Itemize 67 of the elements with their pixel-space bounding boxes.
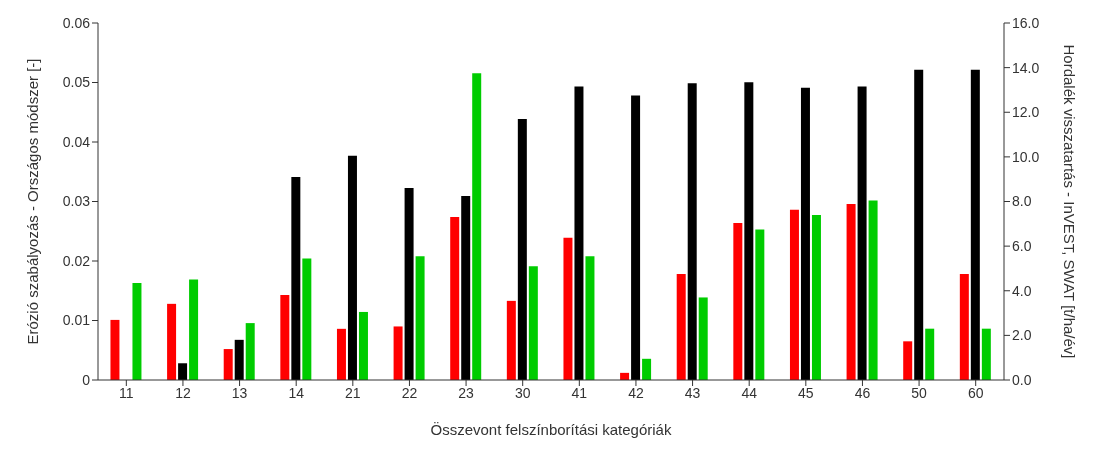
bar xyxy=(698,297,708,380)
bar xyxy=(347,155,357,380)
x-tick-label: 41 xyxy=(571,384,588,401)
x-tick-label: 43 xyxy=(684,384,701,401)
bar xyxy=(868,200,878,380)
y2-tick-label: 10.0 xyxy=(1012,148,1040,165)
bar xyxy=(631,95,641,380)
bar xyxy=(472,73,482,380)
bar xyxy=(415,256,425,380)
y2-tick-label: 2.0 xyxy=(1012,327,1032,344)
x-tick-label: 46 xyxy=(854,384,871,401)
x-axis-title: Összevont felszínborítási kategóriák xyxy=(430,421,672,438)
y-axis-title: Erózió szabályozás - Országos módszer [-] xyxy=(24,58,42,345)
x-tick-label: 14 xyxy=(288,384,305,401)
y-tick-label: 0.06 xyxy=(62,14,91,31)
bar xyxy=(585,256,595,380)
bar xyxy=(167,303,177,380)
bar xyxy=(245,323,255,380)
x-tick-label: 45 xyxy=(798,384,814,401)
bar xyxy=(506,300,516,380)
y2-tick-label: 14.0 xyxy=(1012,59,1040,76)
bar xyxy=(393,326,403,380)
x-tick-label: 12 xyxy=(175,384,191,401)
y2-tick-label: 12.0 xyxy=(1012,104,1040,121)
x-tick-label: 22 xyxy=(401,384,418,401)
x-tick-label: 21 xyxy=(345,384,361,401)
bar xyxy=(291,176,301,380)
bar xyxy=(925,328,935,380)
bar xyxy=(811,214,821,380)
x-tick-label: 50 xyxy=(911,384,928,401)
x-tick-label: 42 xyxy=(628,384,644,401)
bar xyxy=(970,69,980,380)
bar xyxy=(358,311,368,380)
bar xyxy=(528,266,538,380)
bar xyxy=(981,328,991,380)
bar xyxy=(302,258,312,380)
y2-tick-label: 0.0 xyxy=(1012,371,1032,388)
y-tick-label: 0.02 xyxy=(62,252,91,269)
bar xyxy=(132,282,142,380)
y2-tick-label: 4.0 xyxy=(1012,282,1032,299)
y-tick-label: 0.01 xyxy=(62,312,91,329)
y2-tick-label: 8.0 xyxy=(1012,193,1032,210)
y2-tick-label: 6.0 xyxy=(1012,238,1032,255)
x-tick-label: 44 xyxy=(741,384,758,401)
bar xyxy=(110,319,120,380)
bar xyxy=(178,363,188,380)
bar xyxy=(687,83,697,380)
bar xyxy=(336,328,346,380)
y-tick-label: 0.04 xyxy=(62,133,91,150)
bar xyxy=(574,86,584,380)
bar xyxy=(404,188,414,380)
y-tick-label: 0 xyxy=(82,371,91,388)
x-tick-label: 11 xyxy=(119,384,134,401)
x-tick-label: 23 xyxy=(458,384,475,401)
bar xyxy=(755,229,765,380)
y-tick-label: 0.05 xyxy=(62,74,91,91)
x-tick-label: 30 xyxy=(514,384,531,401)
y2-axis-title: Hordalék visszatartás - InVEST, SWAT [t/ha/év] xyxy=(1060,44,1078,359)
x-tick-label: 60 xyxy=(967,384,984,401)
y2-tick-label: 16.0 xyxy=(1012,14,1040,31)
bar xyxy=(642,358,652,380)
bar xyxy=(189,279,199,380)
bar xyxy=(914,69,924,380)
y-tick-label: 0.03 xyxy=(62,193,91,210)
x-tick-label: 13 xyxy=(231,384,248,401)
bar xyxy=(903,341,913,380)
bar xyxy=(517,118,527,380)
